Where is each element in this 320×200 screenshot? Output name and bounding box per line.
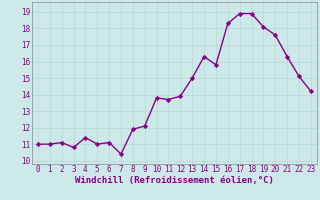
X-axis label: Windchill (Refroidissement éolien,°C): Windchill (Refroidissement éolien,°C) — [75, 176, 274, 185]
